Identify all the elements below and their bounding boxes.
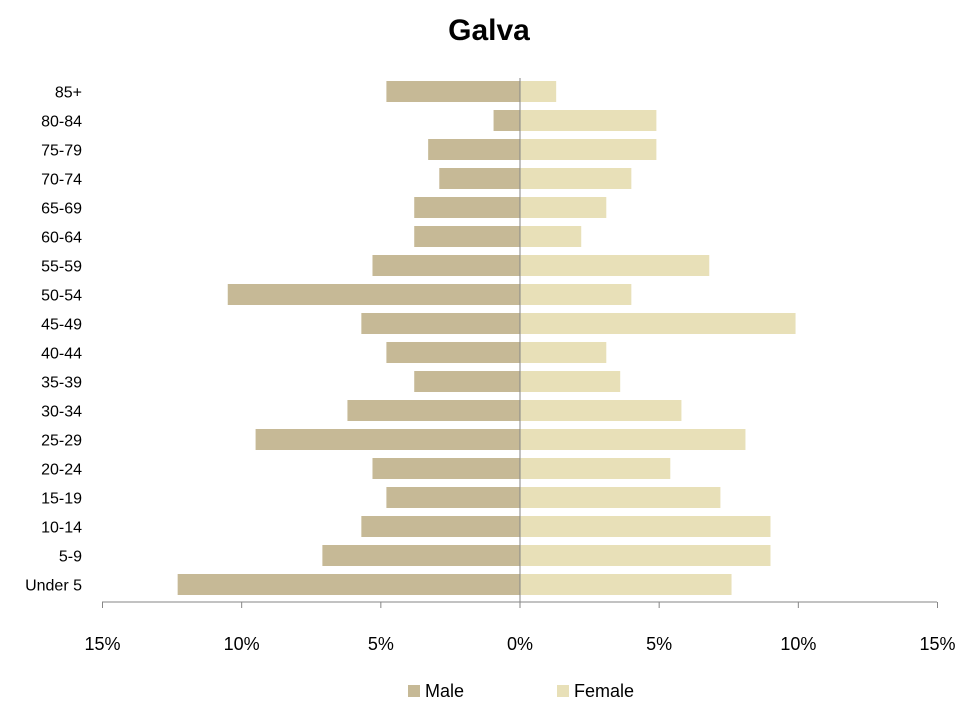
category-label: 70-74: [41, 172, 82, 189]
x-tick-label: 15%: [84, 634, 120, 654]
x-tick-label: 5%: [368, 634, 394, 654]
category-label: 15-19: [41, 491, 82, 508]
x-tick-label: 5%: [646, 634, 672, 654]
bar-female-70-74: [520, 168, 632, 189]
x-tick-label: 10%: [224, 634, 260, 654]
category-label: 45-49: [41, 317, 82, 334]
bar-male-under-5: [177, 574, 520, 595]
bar-male-40-44: [386, 342, 520, 363]
category-label: 55-59: [41, 259, 82, 276]
chart-title: Galva: [448, 14, 530, 47]
bar-female-45-49: [520, 313, 796, 334]
bar-male-15-19: [386, 487, 520, 508]
legend-swatch-male: [408, 685, 420, 697]
bar-female-35-39: [520, 371, 621, 392]
x-axis: 15% 10% 5% 0% 5% 10% 15%: [84, 78, 956, 654]
category-label: Under 5: [25, 578, 82, 595]
category-label: 20-24: [41, 462, 82, 479]
bar-female-40-44: [520, 342, 607, 363]
bar-female-20-24: [520, 458, 671, 479]
bar-male-65-69: [414, 197, 520, 218]
category-label: 10-14: [41, 520, 82, 537]
legend-label-male: Male: [425, 681, 464, 701]
bar-female-80-84: [520, 110, 657, 131]
bar-female-85plus: [520, 81, 557, 102]
category-label: 85+: [55, 85, 82, 102]
category-label: 5-9: [59, 549, 82, 566]
bar-male-25-29: [255, 429, 521, 450]
bar-female-65-69: [520, 197, 607, 218]
bars-group: [177, 81, 796, 595]
category-label: 40-44: [41, 346, 82, 363]
category-labels: Under 5 5-9 10-14 15-19 20-24 25-29 30-34 35-39…: [25, 85, 82, 595]
bar-female-25-29: [520, 429, 746, 450]
bar-female-30-34: [520, 400, 682, 421]
bar-female-50-54: [520, 284, 632, 305]
legend-label-female: Female: [574, 681, 634, 701]
bar-female-15-19: [520, 487, 721, 508]
x-tick-label: 15%: [919, 634, 955, 654]
bar-male-35-39: [414, 371, 520, 392]
category-label: 50-54: [41, 288, 82, 305]
bar-male-80-84: [493, 110, 520, 131]
category-label: 80-84: [41, 114, 82, 131]
category-label: 75-79: [41, 143, 82, 160]
category-label: 60-64: [41, 230, 82, 247]
bar-male-30-34: [347, 400, 520, 421]
legend: Male Female: [408, 681, 634, 701]
category-label: 30-34: [41, 404, 82, 421]
bar-male-75-79: [428, 139, 520, 160]
legend-swatch-female: [557, 685, 569, 697]
bar-male-20-24: [372, 458, 520, 479]
bar-male-60-64: [414, 226, 520, 247]
category-label: 65-69: [41, 201, 82, 218]
bar-male-50-54: [227, 284, 520, 305]
bar-female-60-64: [520, 226, 582, 247]
bar-female-under-5: [520, 574, 732, 595]
category-label: 25-29: [41, 433, 82, 450]
x-tick-label: 0%: [507, 634, 533, 654]
bar-male-55-59: [372, 255, 520, 276]
bar-male-45-49: [361, 313, 520, 334]
x-tick-label: 10%: [780, 634, 816, 654]
bar-male-85plus: [386, 81, 520, 102]
bar-male-10-14: [361, 516, 520, 537]
bar-male-70-74: [439, 168, 520, 189]
bar-female-55-59: [520, 255, 710, 276]
bar-female-75-79: [520, 139, 657, 160]
bar-female-10-14: [520, 516, 771, 537]
category-label: 35-39: [41, 375, 82, 392]
bar-male-5-9: [322, 545, 520, 566]
bar-female-5-9: [520, 545, 771, 566]
